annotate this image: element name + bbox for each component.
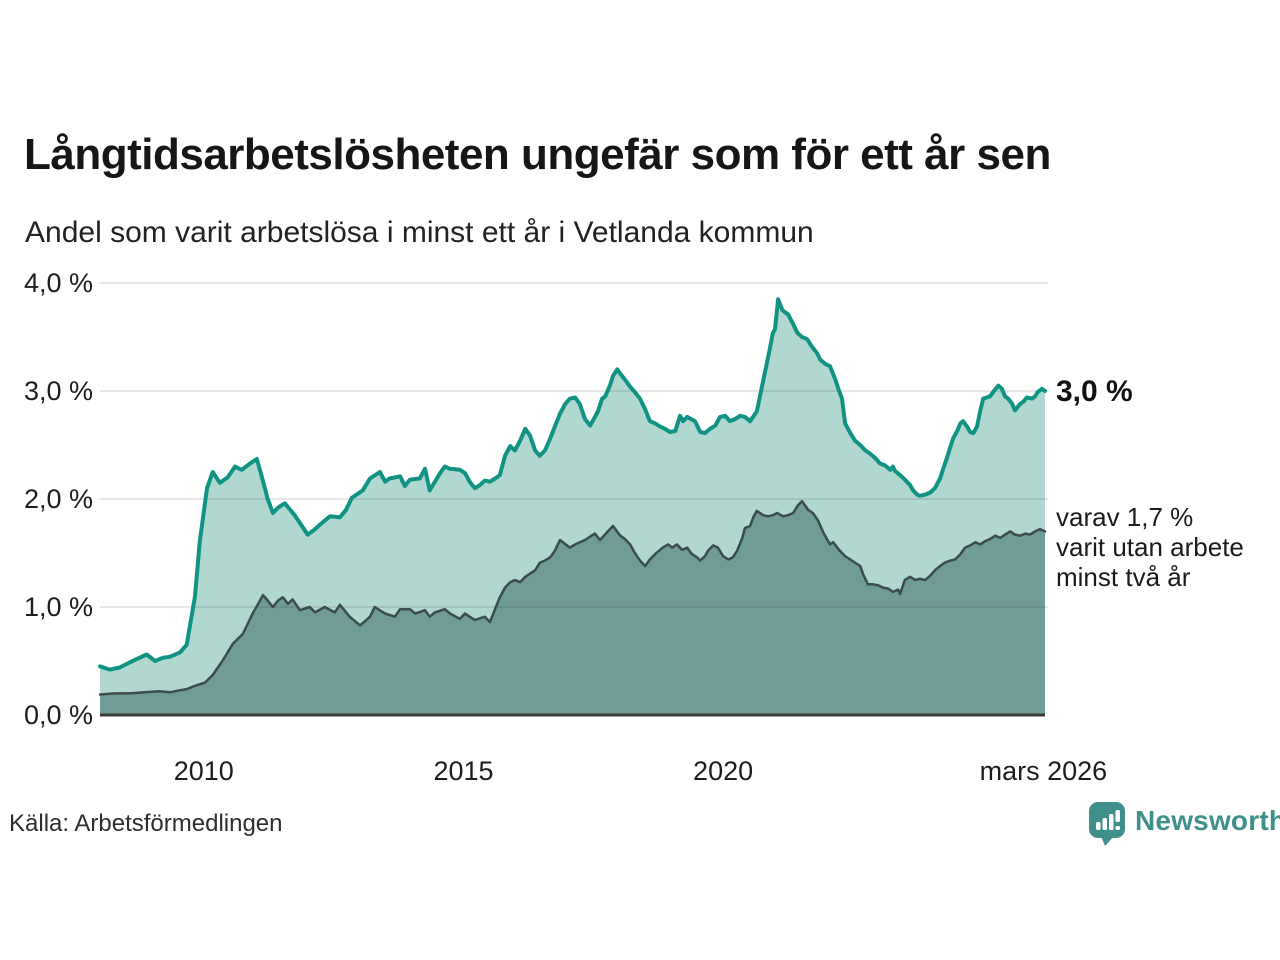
y-tick-label: 4,0 % [24, 268, 93, 298]
secondary-value-line1: varav 1,7 % [1056, 502, 1194, 532]
y-tick-label: 0,0 % [24, 700, 93, 730]
x-tick-label: 2010 [174, 756, 234, 786]
line-minst-ett-ar [98, 297, 1047, 672]
line-minst-tva-ar [98, 499, 1047, 696]
source-label: Källa: Arbetsförmedlingen [9, 810, 283, 837]
newsworthy-logo-text: Newsworthy [1135, 805, 1280, 836]
newsworthy-logo: Newsworthy [1088, 801, 1280, 847]
y-tick-label: 3,0 % [24, 376, 93, 406]
x-tick-label: mars 2026 [980, 756, 1108, 786]
chart-subtitle: Andel som varit arbetslösa i minst ett å… [25, 216, 814, 249]
secondary-value-line2: varit utan arbete [1056, 532, 1244, 562]
x-tick-label: 2020 [693, 756, 753, 786]
newsworthy-logo-icon [1089, 802, 1125, 846]
latest-value-label: 3,0 % [1056, 375, 1133, 408]
y-tick-label: 1,0 % [24, 592, 93, 622]
secondary-value-label: varav 1,7 % varit utan arbete minst två … [1056, 502, 1244, 592]
area-minst-tva-ar [100, 501, 1045, 715]
page-title: Långtidsarbetslösheten ungefär som för e… [24, 130, 1051, 179]
secondary-value-line3: minst två år [1056, 562, 1191, 592]
y-tick-label: 2,0 % [24, 484, 93, 514]
x-tick-label: 2015 [433, 756, 493, 786]
